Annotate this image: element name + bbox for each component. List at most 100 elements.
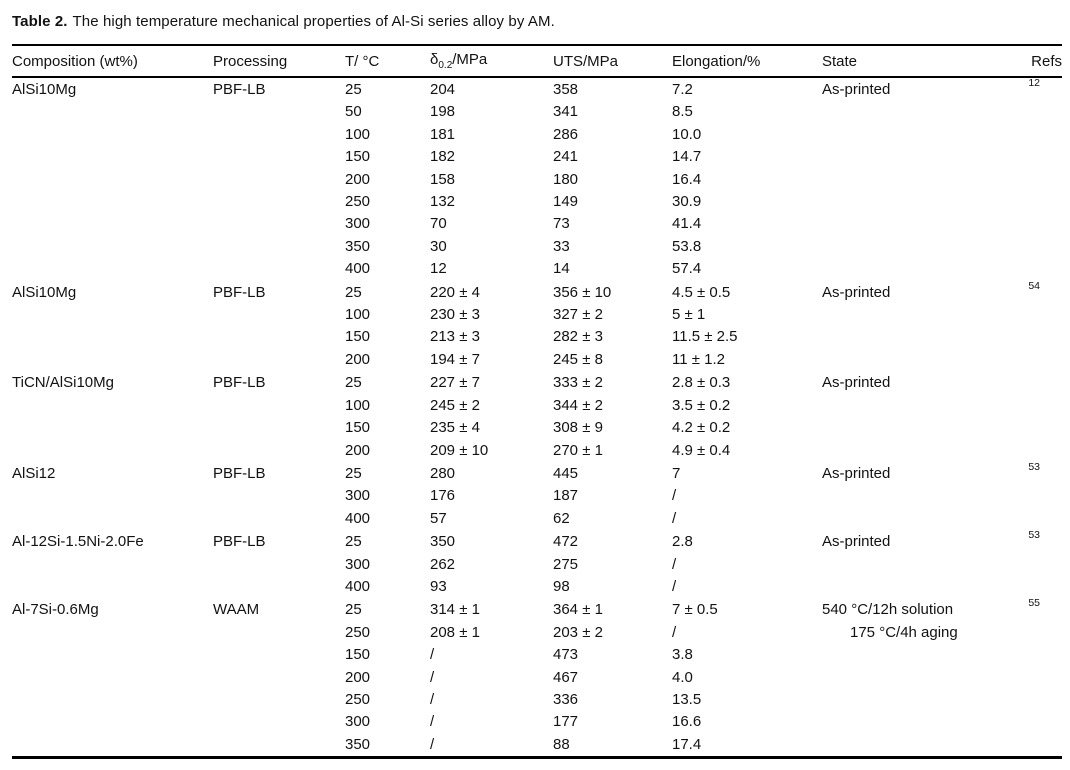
cell-processing: [213, 711, 345, 733]
cell-uts: 286: [553, 125, 579, 143]
cell-elongation: 16.6: [672, 713, 702, 731]
cell-processing: [213, 644, 345, 666]
cell-yield-strength: /: [430, 713, 435, 731]
cell-elongation: /: [672, 555, 677, 573]
cell-ref: [1012, 101, 1062, 123]
column-header-uts: UTS/MPa: [553, 45, 672, 78]
cell-temperature: 25: [345, 374, 362, 392]
cell-temperature: 400: [345, 577, 371, 595]
table-row: 300 176 187 /: [12, 485, 1062, 507]
cell-composition: Al-7Si-0.6Mg: [12, 601, 99, 619]
cell-ref: [1012, 146, 1062, 168]
cell-yield-strength: 227 ± 7: [430, 374, 480, 392]
cell-temperature: 25: [345, 464, 362, 482]
cell-processing: PBF-LB: [213, 533, 266, 551]
cell-temperature: 100: [345, 306, 371, 324]
cell-ref: [1012, 236, 1062, 258]
cell-elongation: 53.8: [672, 237, 702, 255]
header-row: Composition (wt%) Processing T/ °C δ0.2/…: [12, 45, 1062, 78]
cell-elongation: 2.8: [672, 533, 693, 551]
cell-uts: 203 ± 2: [553, 623, 603, 641]
cell-yield-strength: 209 ± 10: [430, 441, 489, 459]
cell-temperature: 25: [345, 81, 362, 98]
cell-ref: [1012, 169, 1062, 191]
table-caption: Table 2. The high temperature mechanical …: [12, 12, 1062, 31]
cell-elongation: 4.2 ± 0.2: [672, 419, 731, 437]
cell-state: [822, 326, 1012, 348]
cell-state: [822, 349, 1012, 371]
table-row: 250 208 ± 1 203 ± 2 / 175 °C/4h aging: [12, 622, 1062, 644]
cell-elongation: 7.2: [672, 81, 693, 98]
cell-elongation: 11.5 ± 2.5: [672, 328, 738, 346]
cell-yield-strength: 204: [430, 81, 456, 98]
cell-uts: 275: [553, 555, 579, 573]
cell-temperature: 250: [345, 193, 371, 211]
table-row: 200 158 180 16.4: [12, 169, 1062, 191]
cell-yield-strength: 158: [430, 170, 456, 188]
table-row: 400 93 98 /: [12, 576, 1062, 598]
table-row: 50 198 341 8.5: [12, 101, 1062, 123]
cell-elongation: /: [672, 577, 677, 595]
cell-state: [822, 395, 1012, 417]
cell-yield-strength: /: [430, 735, 435, 753]
cell-elongation: /: [672, 623, 677, 641]
cell-ref: [1012, 576, 1062, 598]
cell-state: As-printed: [822, 464, 891, 482]
cell-elongation: 8.5: [672, 103, 693, 121]
cell-composition: [12, 169, 213, 191]
cell-uts: 180: [553, 170, 579, 188]
cell-ref: [1012, 667, 1062, 689]
cell-elongation: 3.8: [672, 646, 693, 664]
table-row: Al-12Si-1.5Ni-2.0Fe PBF-LB 25 350 472 2.8 As-p…: [12, 530, 1062, 553]
cell-ref: 55: [1012, 598, 1062, 621]
cell-yield-strength: 280: [430, 464, 456, 482]
cell-uts: 98: [553, 577, 570, 595]
cell-state: [822, 667, 1012, 689]
cell-processing: [213, 304, 345, 326]
cell-elongation: /: [672, 509, 677, 527]
table-header: Composition (wt%) Processing T/ °C δ0.2/…: [12, 45, 1062, 78]
cell-uts: 177: [553, 713, 579, 731]
cell-yield-strength: 12: [430, 260, 447, 278]
cell-processing: [213, 689, 345, 711]
cell-composition: [12, 734, 213, 758]
cell-ref: [1012, 349, 1062, 371]
cell-uts: 149: [553, 193, 579, 211]
cell-yield-strength: /: [430, 668, 435, 686]
cell-ref: [1012, 485, 1062, 507]
table-row: 100 181 286 10.0: [12, 124, 1062, 146]
cell-composition: [12, 395, 213, 417]
cell-ref: [1012, 711, 1062, 733]
cell-yield-strength: 314 ± 1: [430, 601, 480, 619]
cell-state: [822, 213, 1012, 235]
cell-temperature: 150: [345, 328, 371, 346]
yield-suffix: /MPa: [452, 51, 488, 68]
cell-state: [822, 236, 1012, 258]
cell-yield-strength: 93: [430, 577, 447, 595]
cell-yield-strength: 350: [430, 533, 456, 551]
cell-composition: [12, 191, 213, 213]
yield-subscript: 0.2: [438, 60, 453, 71]
cell-processing: [213, 440, 345, 462]
cell-uts: 341: [553, 103, 579, 121]
cell-uts: 336: [553, 690, 579, 708]
cell-state: [822, 508, 1012, 530]
cell-temperature: 300: [345, 487, 371, 505]
cell-state: [822, 304, 1012, 326]
reference-number: 53: [1028, 461, 1040, 473]
cell-uts: 472: [553, 533, 579, 551]
cell-elongation: 14.7: [672, 148, 702, 166]
table-row: 100 230 ± 3 327 ± 2 5 ± 1: [12, 304, 1062, 326]
table-row: AlSi10Mg PBF-LB 25 220 ± 4 356 ± 10 4.5 ± 0.5…: [12, 281, 1062, 304]
cell-ref: [1012, 689, 1062, 711]
cell-composition: [12, 417, 213, 439]
column-header-processing: Processing: [213, 45, 345, 78]
cell-elongation: 4.0: [672, 668, 693, 686]
cell-composition: [12, 689, 213, 711]
table-row: 200 / 467 4.0: [12, 667, 1062, 689]
cell-ref: [1012, 622, 1062, 644]
cell-uts: 88: [553, 735, 570, 753]
cell-state: As-printed: [822, 283, 891, 301]
reference-number: 53: [1028, 530, 1040, 542]
cell-processing: [213, 485, 345, 507]
